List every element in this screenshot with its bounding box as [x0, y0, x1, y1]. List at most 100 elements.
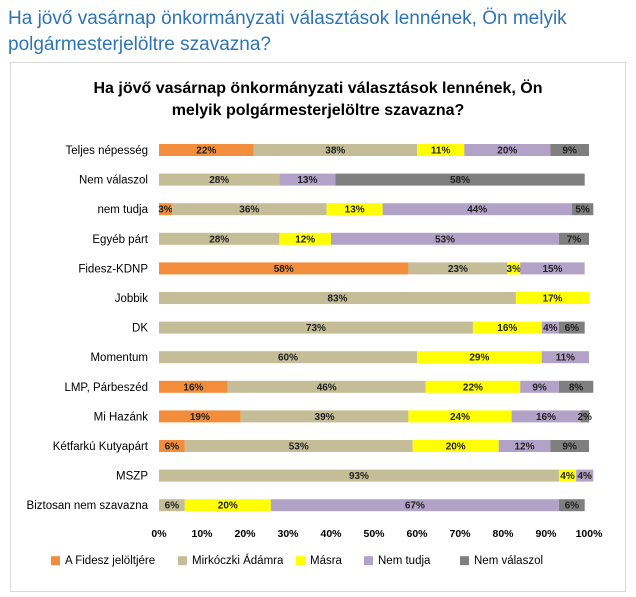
legend-label: Másra [310, 555, 343, 567]
value-label: 12% [295, 234, 315, 245]
bar-segment [331, 232, 559, 245]
bar-segment [159, 499, 185, 512]
bar-segment [279, 173, 336, 186]
x-tick-label: 30% [277, 528, 299, 540]
value-label: 2% [577, 412, 592, 423]
bar-segment [335, 173, 585, 186]
bar-segment [541, 351, 589, 364]
category-label: MSZP [116, 471, 148, 483]
bar-segment [498, 440, 551, 452]
legend-swatch [364, 556, 373, 566]
value-label: 60% [278, 353, 298, 364]
bar-segment [558, 469, 577, 482]
value-label: 53% [289, 442, 309, 453]
value-label: 39% [315, 412, 335, 423]
x-tick-label: 100% [576, 528, 604, 540]
category-label: Kétfarkú Kutyapárt [53, 441, 149, 453]
category-label: Teljes népesség [66, 145, 148, 157]
value-label: 16% [183, 382, 203, 393]
value-label: 53% [435, 234, 455, 245]
value-label: 67% [405, 501, 425, 512]
category-label: LMP, Párbeszéd [64, 382, 148, 394]
value-label: 9% [532, 382, 547, 393]
x-tick-label: 60% [406, 528, 428, 540]
value-label: 4% [543, 323, 558, 334]
value-label: 38% [325, 146, 345, 157]
bar-segment [558, 232, 589, 245]
chart-frame: Ha jövő vasárnap önkormányzati választás… [10, 62, 626, 592]
category-label: Momentum [90, 352, 148, 364]
value-label: 73% [306, 323, 326, 334]
bar-segment [159, 232, 280, 245]
legend-swatch [460, 556, 469, 566]
bar-segment [184, 499, 271, 512]
bar-segment [159, 262, 409, 275]
bar-segment [417, 351, 542, 364]
value-label: 24% [450, 412, 470, 423]
bar-segment [580, 410, 589, 423]
value-label: 3% [507, 264, 522, 275]
bar-segment [159, 203, 172, 216]
value-label: 28% [209, 175, 229, 186]
bar-segment [159, 351, 417, 364]
value-label: 8% [569, 382, 584, 393]
bar-segment [159, 144, 254, 156]
bar-segment [171, 203, 327, 216]
bar-segment [507, 262, 521, 275]
stacked-bar-chart: Ha jövő vasárnap önkormányzati választás… [27, 78, 604, 567]
legend-swatch [178, 556, 187, 566]
x-tick-label: 90% [535, 528, 557, 540]
value-label: 13% [345, 205, 365, 216]
value-label: 19% [190, 412, 210, 423]
bar-segment [279, 232, 331, 245]
bar-segment [550, 144, 589, 156]
bar-segment [472, 321, 542, 334]
x-tick-label: 80% [492, 528, 514, 540]
bar-segment [408, 410, 512, 423]
category-label: DK [132, 323, 148, 335]
value-label: 9% [562, 146, 577, 157]
bar-segment [382, 203, 572, 216]
value-label: 9% [562, 442, 577, 453]
bar-segment [417, 144, 465, 156]
x-tick-label: 10% [191, 528, 213, 540]
x-tick-label: 70% [449, 528, 471, 540]
bar-segment [550, 440, 589, 452]
bar-segment [511, 410, 581, 423]
chart-title-line-2: melyik polgármesterjelöltre szavazna? [172, 102, 465, 119]
value-label: 83% [327, 294, 347, 305]
value-label: 44% [467, 205, 487, 216]
value-label: 17% [542, 294, 562, 305]
legend-label: Nem tudja [378, 555, 431, 567]
value-label: 4% [560, 471, 575, 482]
value-label: 23% [448, 264, 468, 275]
bar-segment [408, 262, 508, 275]
value-label: 16% [497, 323, 517, 334]
x-tick-label: 0% [151, 528, 167, 540]
bar-segment [270, 499, 559, 512]
bar-segment [520, 262, 585, 275]
category-label: Fidesz-KDNP [78, 263, 148, 275]
value-label: 15% [542, 264, 562, 275]
value-label: 58% [274, 264, 294, 275]
value-label: 22% [196, 146, 216, 157]
bar-segment [558, 380, 594, 393]
legend-swatch [296, 556, 305, 566]
category-label: Nem válaszol [79, 175, 148, 187]
value-label: 6% [165, 501, 180, 512]
value-label: 7% [567, 234, 582, 245]
bar-segment [515, 292, 589, 304]
value-label: 12% [514, 442, 534, 453]
x-tick-label: 50% [363, 528, 385, 540]
value-label: 4% [577, 471, 592, 482]
bar-segment [558, 499, 585, 512]
bar-segment [159, 380, 228, 393]
bar-segment [159, 410, 241, 423]
value-label: 16% [536, 412, 556, 423]
bar-segment [326, 203, 383, 216]
legend-swatch [51, 556, 60, 566]
legend-label: Mirkóczki Ádámra [192, 554, 284, 567]
bar-segment [159, 440, 185, 452]
value-label: 20% [218, 501, 238, 512]
bar-segment [541, 321, 559, 334]
